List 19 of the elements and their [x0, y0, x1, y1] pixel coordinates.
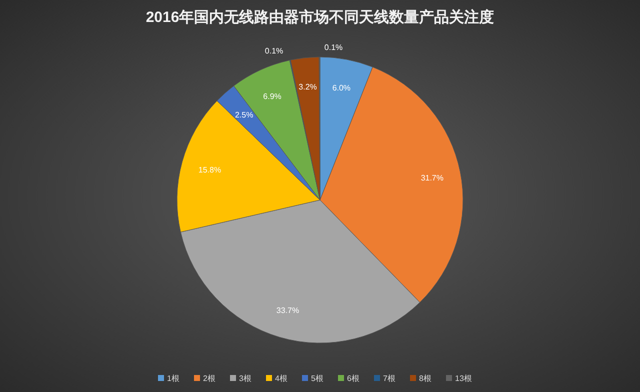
legend-label: 13根: [455, 374, 472, 383]
chart-title: 2016年国内无线路由器市场不同天线数量产品关注度: [146, 8, 494, 26]
legend-label: 7根: [383, 374, 396, 383]
data-label: 0.1%: [324, 43, 343, 52]
legend-label: 4根: [275, 374, 288, 383]
legend-label: 5根: [311, 374, 324, 383]
slice-label: 3根: [239, 374, 252, 383]
legend-label: 6根: [347, 374, 360, 383]
data-label: 31.7%: [420, 174, 444, 183]
legend-label: 1根: [167, 374, 180, 383]
data-label: 0.1%: [264, 46, 284, 56]
data-label: 15.8%: [198, 165, 222, 174]
data-label: 6.0%: [332, 84, 351, 93]
data-label: 33.7%: [276, 306, 300, 315]
legend-label: 2根: [203, 374, 216, 383]
data-label: 6.9%: [263, 92, 282, 102]
legend-label: 8根: [419, 374, 432, 383]
data-label: 3.2%: [298, 82, 317, 92]
data-label: 2.5%: [234, 110, 254, 120]
